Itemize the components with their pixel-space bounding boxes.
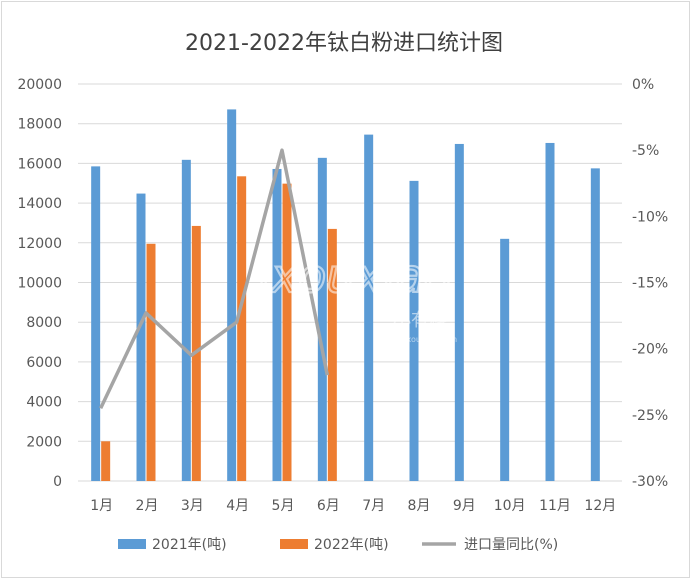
right-tick-label: -15% (632, 276, 668, 292)
x-tick-label: 5月 (272, 498, 295, 514)
bar-2021 (91, 166, 101, 481)
bar-2021 (545, 142, 555, 481)
bar-2021 (364, 134, 374, 481)
watermark-logo: ixouxiao 小有料 www.ixouxiao.com (257, 248, 458, 344)
left-tick-label: 8000 (26, 315, 62, 331)
legend-label: 进口量同比(%) (464, 537, 558, 553)
left-tick-label: 20000 (17, 77, 62, 93)
bar-2021 (454, 143, 464, 481)
yoy-line-path (99, 148, 330, 409)
bar-2021 (136, 193, 146, 481)
right-axis-ticks: 0% -5% -10% -15% -20% -25% -30% (632, 77, 668, 490)
right-tick-label: 0% (632, 77, 654, 93)
bar-2021 (181, 159, 191, 481)
left-tick-label: 12000 (17, 236, 62, 252)
left-tick-label: 14000 (17, 196, 62, 212)
x-tick-label: 4月 (226, 498, 249, 514)
right-tick-label: -10% (632, 209, 668, 225)
legend-label: 2021年(吨) (152, 537, 227, 553)
yoy-line (99, 148, 330, 409)
right-tick-label: -20% (632, 342, 668, 358)
legend: 2021年(吨) 2022年(吨) 进口量同比(%) (118, 537, 558, 553)
legend-label: 2022年(吨) (314, 537, 389, 553)
bar-2022 (101, 441, 111, 481)
bar-2021 (500, 238, 510, 481)
bar-2021 (409, 180, 419, 482)
left-tick-label: 16000 (17, 156, 62, 172)
chart-title: 2021-2022年钛白粉进口统计图 (185, 31, 503, 56)
left-tick-label: 18000 (17, 117, 62, 133)
x-tick-label: 6月 (317, 498, 340, 514)
bars (91, 109, 600, 482)
right-tick-label: -30% (632, 474, 668, 490)
watermark-url: www.ixouxiao.com (383, 335, 458, 344)
right-tick-label: -25% (632, 408, 668, 424)
left-axis-ticks: 0 2000 4000 6000 8000 10000 12000 14000 16000 180… (17, 77, 62, 490)
bar-2021 (317, 157, 327, 482)
bar-2022 (327, 228, 337, 481)
gridlines (78, 83, 622, 482)
legend-swatch (280, 539, 308, 549)
legend-swatch (118, 539, 146, 549)
bar-2022 (237, 176, 247, 482)
left-tick-label: 10000 (17, 276, 62, 292)
bar-2022 (146, 243, 156, 481)
x-tick-label: 12月 (584, 498, 616, 514)
x-axis-ticks: 1月 2月 3月 4月 5月 6月 7月 8月 9月 10月 11月 12月 (90, 498, 616, 514)
bar-2021 (272, 168, 282, 481)
x-tick-label: 11月 (539, 498, 571, 514)
left-tick-label: 0 (53, 474, 62, 490)
watermark-subtext: 小有料 (393, 310, 447, 331)
bar-2021 (590, 168, 600, 482)
x-tick-label: 3月 (181, 498, 204, 514)
bar-2022 (282, 183, 292, 481)
x-tick-label: 2月 (136, 498, 159, 514)
x-tick-label: 7月 (362, 498, 385, 514)
right-tick-label: -5% (632, 143, 659, 159)
left-tick-label: 2000 (26, 434, 62, 450)
x-tick-label: 8月 (408, 498, 431, 514)
svg-text:ixouxiao: ixouxiao (258, 249, 452, 303)
x-tick-label: 10月 (494, 498, 526, 514)
left-tick-label: 4000 (26, 395, 62, 411)
left-tick-label: 6000 (26, 355, 62, 371)
x-tick-label: 9月 (453, 498, 476, 514)
bar-2021 (227, 109, 237, 482)
x-tick-label: 1月 (90, 498, 113, 514)
